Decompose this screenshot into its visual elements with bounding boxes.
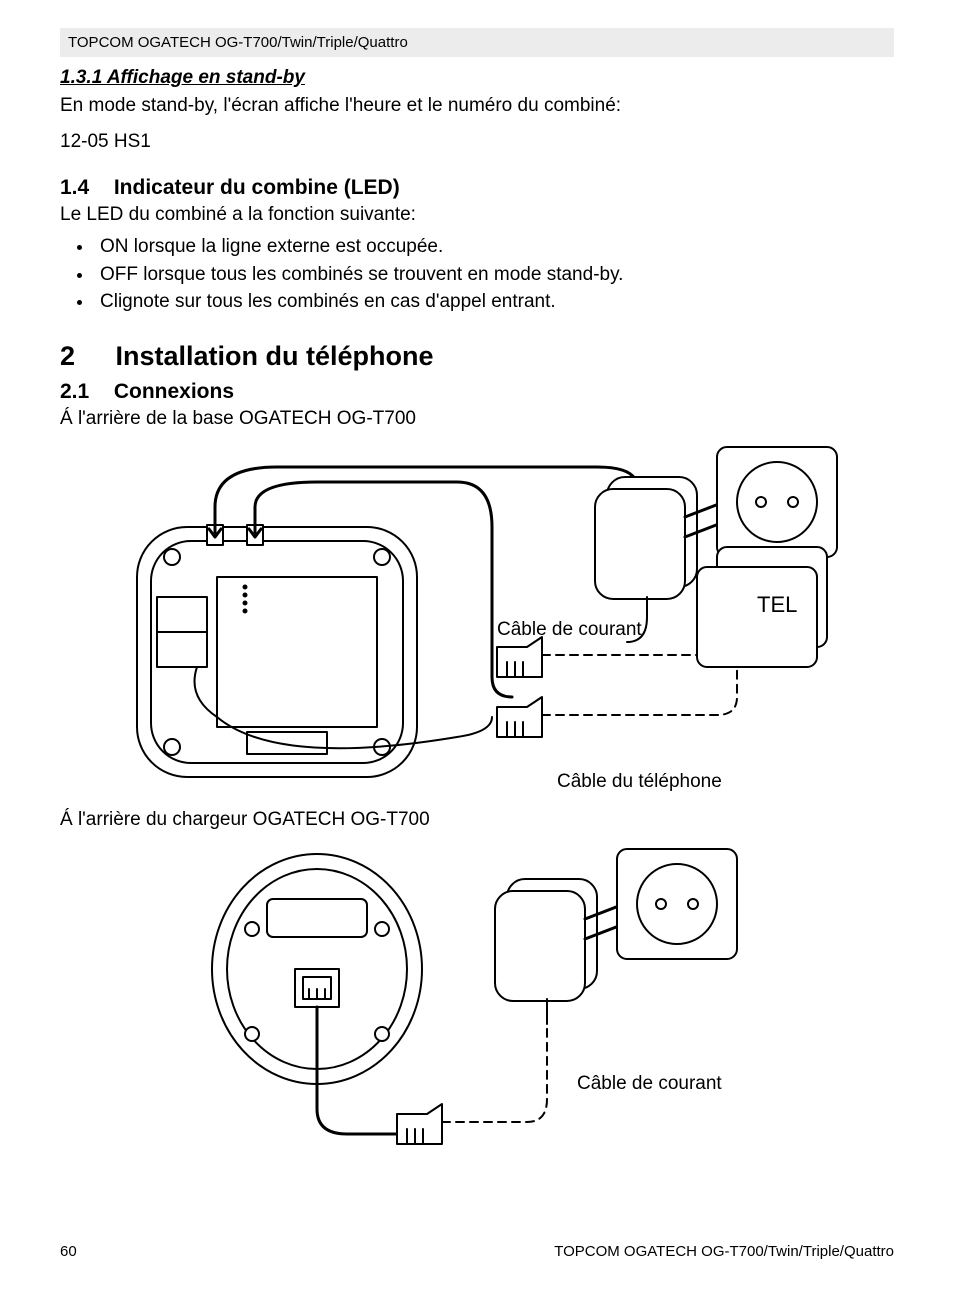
list-item: OFF lorsque tous les combinés se trouven… [94,262,894,288]
paragraph-21-intro1: Á l'arrière de la base OGATECH OG-T700 [60,406,894,432]
heading-1-3-1-text: 1.3.1 Affichage en stand-by [60,67,305,88]
page-header-text: TOPCOM OGATECH OG-T700/Twin/Triple/Quatt… [68,34,408,51]
footer-model-text: TOPCOM OGATECH OG-T700/Twin/Triple/Quatt… [554,1243,894,1260]
paragraph-21-intro2: Á l'arrière du chargeur OGATECH OG-T700 [60,807,894,833]
heading-2-num: 2 [60,341,108,372]
list-item: ON lorsque la ligne externe est occupée. [94,234,894,260]
heading-1-3-1: 1.3.1 Affichage en stand-by [60,67,894,89]
page-header-bar: TOPCOM OGATECH OG-T700/Twin/Triple/Quatt… [60,28,894,57]
page-footer: 60 TOPCOM OGATECH OG-T700/Twin/Triple/Qu… [60,1243,894,1260]
paragraph-131-line2: 12-05 HS1 [60,129,894,155]
list-14-bullets: ON lorsque la ligne externe est occupée.… [60,234,894,315]
label-phone-cable: Câble du téléphone [557,771,722,792]
paragraph-14-intro: Le LED du combiné a la fonction suivante… [60,202,894,228]
page-number: 60 [60,1243,77,1260]
heading-1-4-title: Indicateur du combine (LED) [114,176,400,199]
heading-2-1: 2.1 Connexions [60,380,894,404]
connection-diagram-charger: Câble de courant [197,839,757,1159]
list-item: Clignote sur tous les combinés en cas d'… [94,289,894,315]
heading-2-1-num: 2.1 [60,380,108,404]
heading-2-1-title: Connexions [114,380,234,403]
heading-1-4-num: 1.4 [60,176,108,200]
heading-1-4: 1.4 Indicateur du combine (LED) [60,176,894,200]
heading-2-title: Installation du téléphone [116,341,434,371]
label-tel: TEL [757,592,797,617]
paragraph-131-line1: En mode stand-by, l'écran affiche l'heur… [60,93,894,119]
label-power-cable-2: Câble de courant [577,1073,722,1094]
connection-diagram-base: Câble de courant Câble du téléphone TEL [97,437,857,797]
label-power-cable-1: Câble de courant [497,619,642,640]
document-page: TOPCOM OGATECH OG-T700/Twin/Triple/Quatt… [0,0,954,1294]
heading-2: 2 Installation du téléphone [60,341,894,372]
